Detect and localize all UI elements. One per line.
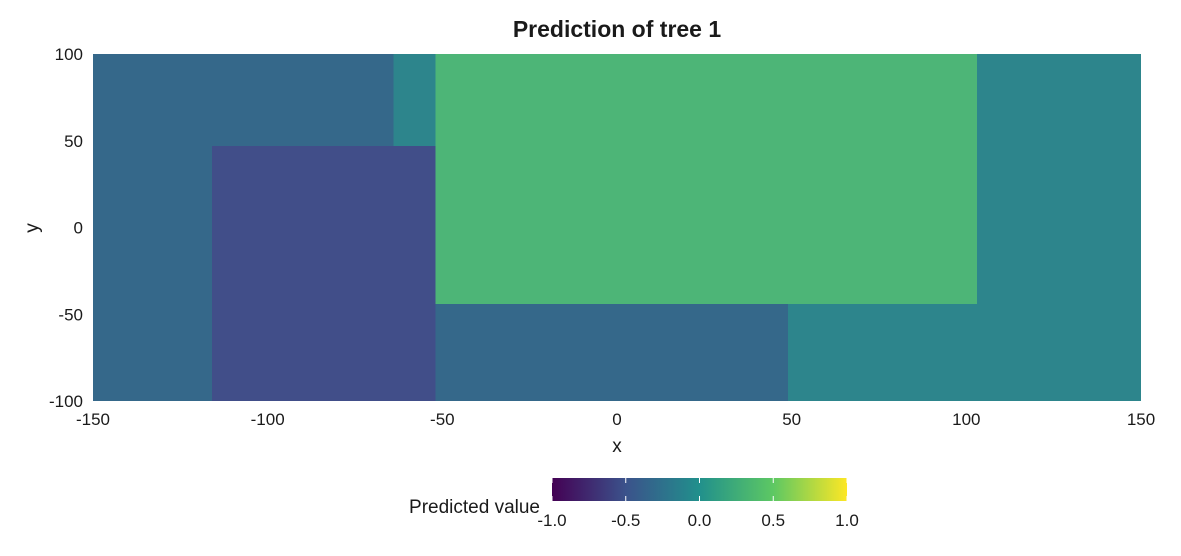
legend-title: Predicted value bbox=[409, 497, 540, 518]
heatmap-region bbox=[93, 145, 212, 401]
regions-layer bbox=[93, 54, 1141, 401]
heatmap-region bbox=[393, 54, 436, 146]
x-tick-label: 50 bbox=[782, 410, 801, 429]
heatmap-region bbox=[211, 145, 436, 401]
legend: Predicted value -1.0 -0.5 0.0 0.5 1.0 bbox=[409, 478, 859, 530]
heatmap-region bbox=[435, 54, 977, 304]
heatmap-region bbox=[976, 54, 1141, 304]
y-tick-label: 100 bbox=[55, 45, 83, 64]
x-tick-label: 0 bbox=[612, 410, 621, 429]
legend-tick-label: 1.0 bbox=[835, 511, 859, 530]
y-tick-label: 0 bbox=[74, 219, 83, 238]
y-tick-label: 50 bbox=[64, 132, 83, 151]
x-axis-ticks: -150 -100 -50 0 50 100 150 bbox=[76, 410, 1155, 429]
legend-tick-label: 0.0 bbox=[688, 511, 712, 530]
y-tick-label: -50 bbox=[58, 305, 83, 324]
chart-title: Prediction of tree 1 bbox=[513, 16, 722, 42]
legend-tick-label: 0.5 bbox=[761, 511, 785, 530]
y-axis-title: y bbox=[22, 223, 43, 233]
x-tick-label: 150 bbox=[1127, 410, 1155, 429]
y-axis-ticks: -100 -50 0 50 100 bbox=[49, 45, 83, 411]
x-tick-label: -50 bbox=[430, 410, 455, 429]
legend-tick-label: -0.5 bbox=[611, 511, 640, 530]
x-tick-label: -150 bbox=[76, 410, 110, 429]
x-tick-label: 100 bbox=[952, 410, 980, 429]
x-tick-label: -100 bbox=[251, 410, 285, 429]
heatmap-region bbox=[435, 303, 789, 401]
heatmap-region bbox=[788, 303, 1141, 401]
y-tick-label: -100 bbox=[49, 392, 83, 411]
heatmap-region bbox=[93, 54, 394, 146]
legend-ticks: -1.0 -0.5 0.0 0.5 1.0 bbox=[537, 478, 859, 530]
legend-colorbar bbox=[552, 478, 847, 501]
x-axis-title: x bbox=[612, 436, 622, 457]
legend-tick-label: -1.0 bbox=[537, 511, 566, 530]
